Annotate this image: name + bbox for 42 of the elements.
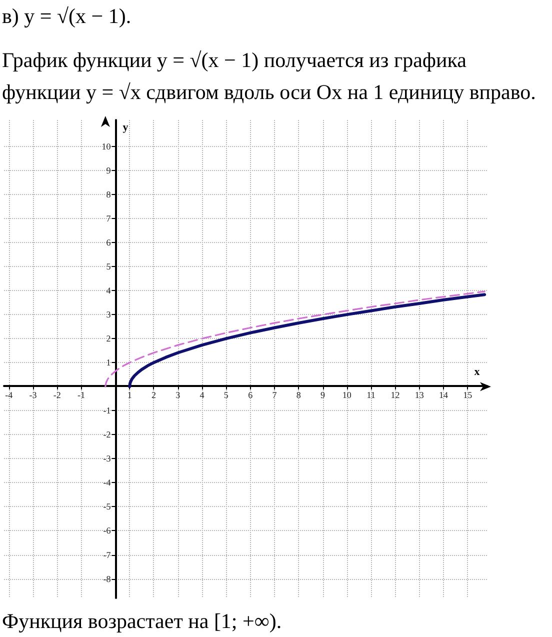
x-tick-label: 11 xyxy=(366,390,376,400)
y-tick-label: -8 xyxy=(103,574,112,584)
x-tick-label: 3 xyxy=(176,390,181,400)
x-tick-label: 8 xyxy=(296,390,302,400)
y-tick-label: -6 xyxy=(103,526,112,536)
y-tick-label: -3 xyxy=(103,454,112,464)
y-tick-label: 10 xyxy=(102,141,112,152)
x-tick-label: -3 xyxy=(29,390,38,400)
y-tick-label: 7 xyxy=(106,213,112,224)
y-tick-label: -1 xyxy=(103,406,111,416)
x-tick-label: 1 xyxy=(127,390,132,400)
x-tick-label: 13 xyxy=(414,390,424,400)
y-tick-label: 4 xyxy=(106,286,112,296)
y-tick-label: -7 xyxy=(103,550,112,560)
chart-title: в) y = √(x − 1). xyxy=(2,3,132,29)
y-tick-label: -5 xyxy=(103,502,112,512)
y-tick-label: 8 xyxy=(106,189,112,200)
x-tick-label: 2 xyxy=(151,390,156,400)
y-tick-label: 2 xyxy=(106,334,111,344)
y-tick-label: -2 xyxy=(103,430,111,440)
x-tick-label: 12 xyxy=(390,390,400,400)
text: Функция возрастает на [1; +∞). xyxy=(2,608,282,634)
y-tick-label: 3 xyxy=(106,310,112,320)
y-tick-label: 9 xyxy=(106,165,112,176)
y-axis-title: y xyxy=(122,122,129,134)
x-tick-label: 5 xyxy=(224,390,229,400)
x-tick-label: 4 xyxy=(200,390,205,400)
x-tick-label: 10 xyxy=(342,390,352,400)
y-tick-label: 1 xyxy=(106,358,111,368)
x-tick-label: -2 xyxy=(53,390,61,400)
y-tick-label: 5 xyxy=(106,262,112,272)
x-tick-label: 15 xyxy=(463,390,473,400)
x-tick-label: 9 xyxy=(320,390,326,400)
x-tick-label: -1 xyxy=(78,390,86,400)
x-tick-label: -4 xyxy=(5,390,14,400)
x-tick-label: 6 xyxy=(248,390,254,400)
x-axis-title: x xyxy=(474,366,480,378)
x-tick-label: 14 xyxy=(439,390,449,400)
y-tick-label: 6 xyxy=(106,238,112,248)
x-tick-label: 7 xyxy=(272,390,278,400)
chart-subtitle: График функции y = √(x − 1) получается из графика функции y = √x сдвигом вдоль оси Ox на 1 единицу вправо. xyxy=(2,47,537,106)
y-tick-label: -4 xyxy=(103,478,112,488)
